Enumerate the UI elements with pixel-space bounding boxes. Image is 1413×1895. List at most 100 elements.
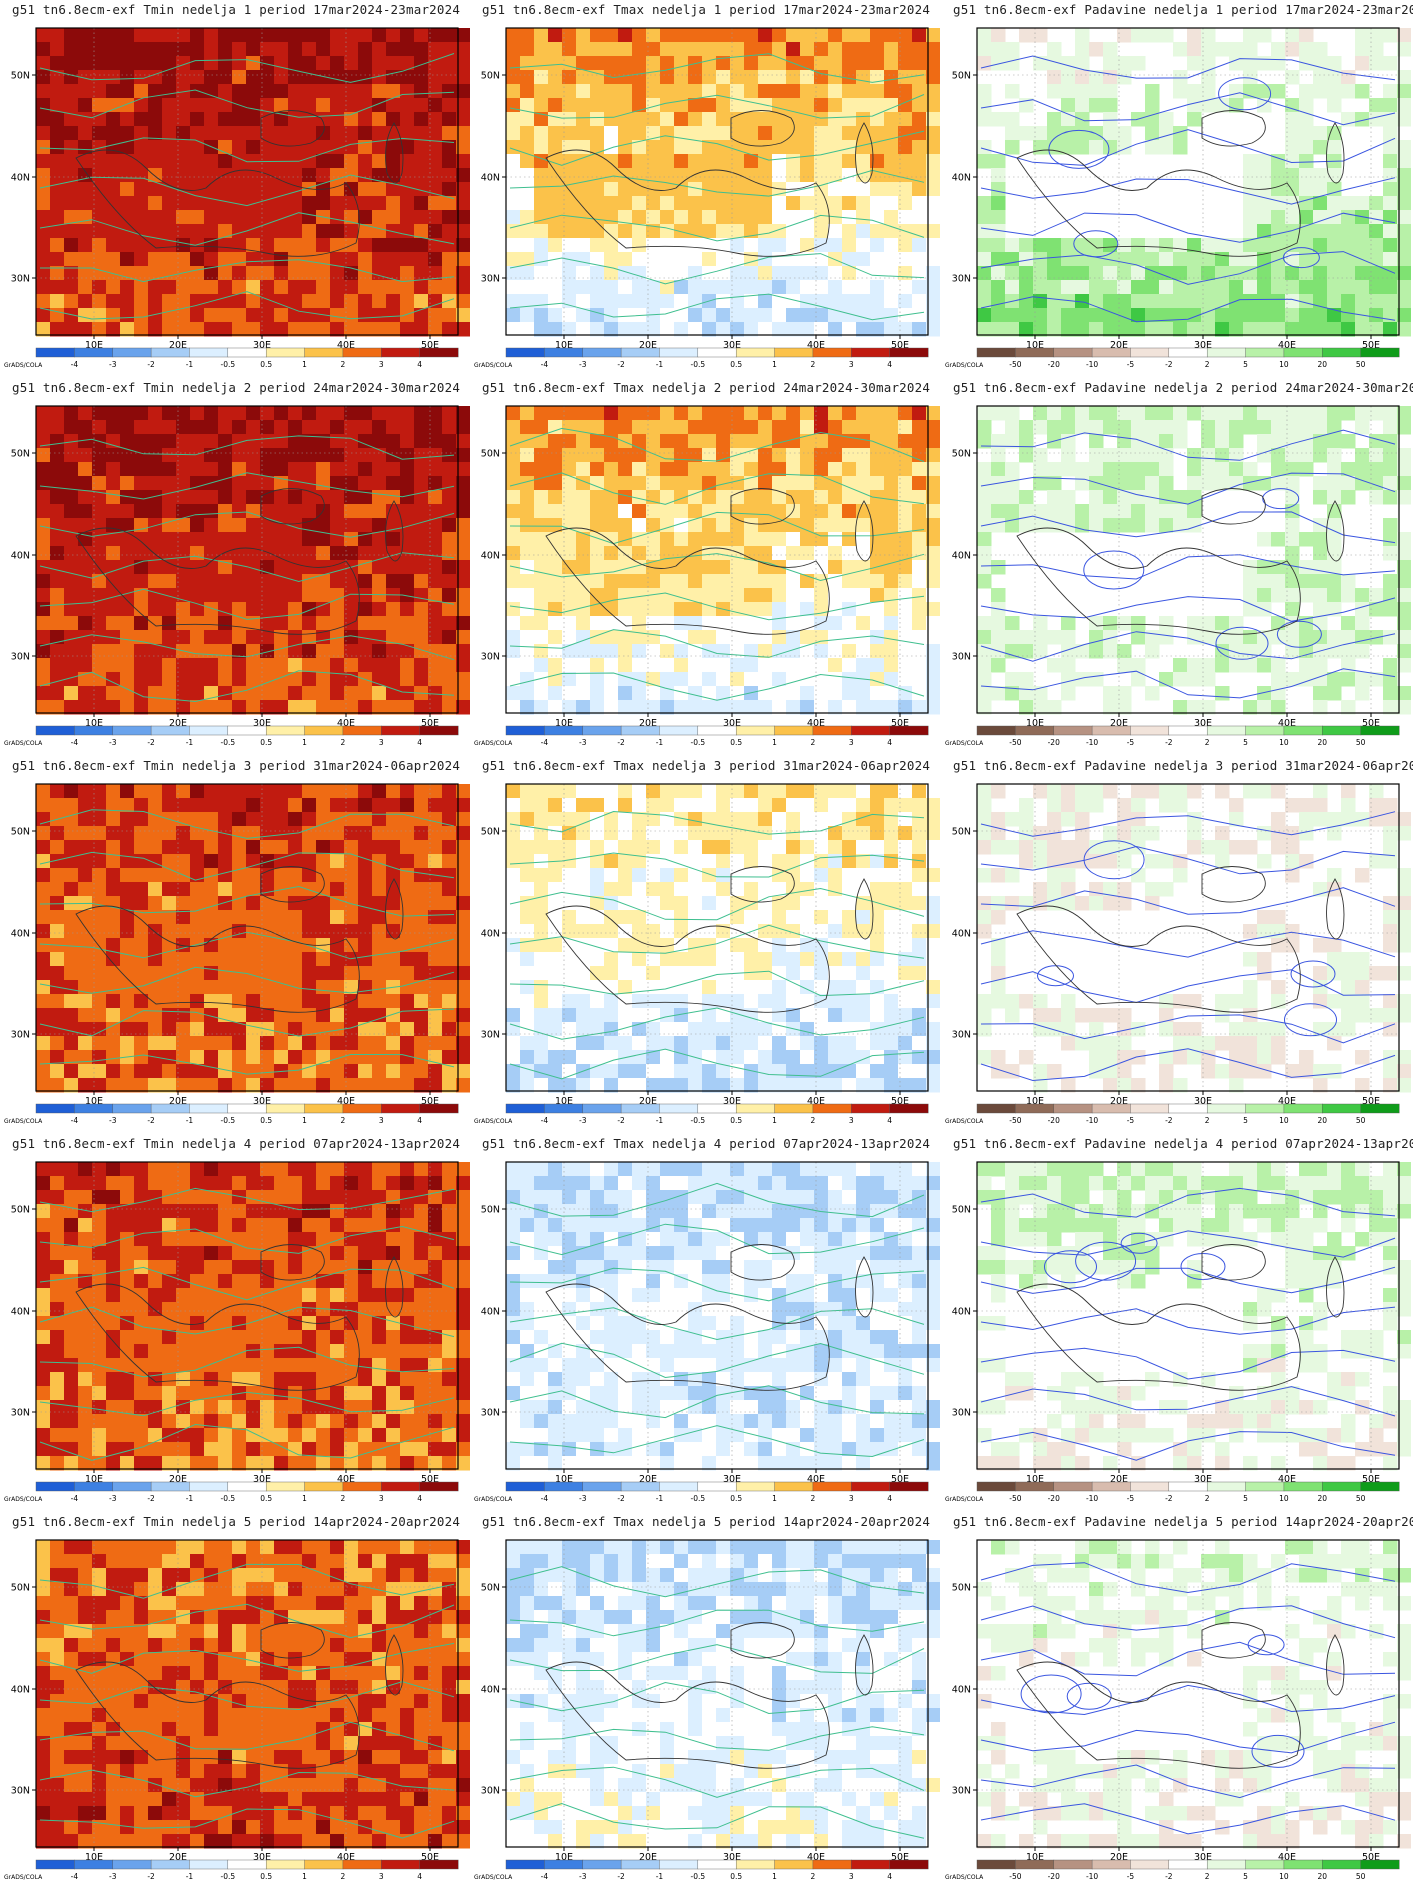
temperature-contours xyxy=(39,1563,455,1839)
colorbar-swatch xyxy=(1091,725,1131,736)
colorbar-swatch xyxy=(812,347,852,358)
colorbar-swatch xyxy=(35,347,75,358)
colorbar-swatch xyxy=(774,1103,814,1114)
lat-tick-label: 40N xyxy=(481,173,500,184)
panel-title: g51 tn6.8ecm-exf Tmax nedelja 1 period 1… xyxy=(482,2,931,17)
lat-tick-label: 30N xyxy=(952,1786,971,1797)
lon-tick-label: 50E xyxy=(891,1852,909,1863)
colorbar-swatch xyxy=(342,725,382,736)
colorbar-label: 0.5 xyxy=(730,738,742,747)
colorbar-swatch xyxy=(112,725,152,736)
colorbar-swatch xyxy=(620,1481,660,1492)
colorbar-swatch xyxy=(1130,1481,1170,1492)
graticule xyxy=(36,1162,458,1469)
colorbar-swatch xyxy=(1283,1103,1323,1114)
lon-tick-label: 10E xyxy=(1026,718,1044,729)
colorbar-label: 1 xyxy=(772,360,777,369)
colorbar-swatch xyxy=(189,1859,229,1870)
colorbar-label: -3 xyxy=(579,360,587,369)
temperature-contours xyxy=(39,435,455,703)
colorbar-label: -2 xyxy=(1165,738,1173,747)
colorbar-swatch xyxy=(419,725,459,736)
colorbar-swatch xyxy=(35,1859,75,1870)
colorbar-swatch xyxy=(889,1859,929,1870)
colorbar-swatch xyxy=(620,725,660,736)
colorbar-label: -3 xyxy=(579,1116,587,1125)
grads-credit: GrADS/COLA xyxy=(474,1496,513,1503)
colorbar-label: 10 xyxy=(1279,1494,1289,1503)
colorbar-swatch xyxy=(697,1103,737,1114)
colorbar-swatch xyxy=(1283,1859,1323,1870)
lat-tick-label: 50N xyxy=(11,1583,30,1594)
colorbar-label: 3 xyxy=(379,1116,384,1125)
lon-tick-label: 30E xyxy=(253,340,271,351)
temperature-colorbar: -4 -3 -2 -1 -0.5 0.5 1 2 3 4 GrADS/COLA xyxy=(4,1481,459,1503)
colorbar-label: -3 xyxy=(109,360,117,369)
colorbar-swatch xyxy=(851,725,891,736)
coastline xyxy=(75,1622,404,1769)
lat-tick-label: 40N xyxy=(481,551,500,562)
lat-tick-label: 50N xyxy=(952,827,971,838)
colorbar-swatch xyxy=(1245,1859,1285,1870)
colorbar-label: 20 xyxy=(1317,1494,1327,1503)
colorbar-swatch xyxy=(227,1859,267,1870)
temperature-anomaly-field xyxy=(36,406,470,715)
colorbar-swatch xyxy=(544,1481,584,1492)
precipitation-contours xyxy=(980,1562,1396,1835)
colorbar-label: 2 xyxy=(811,1494,816,1503)
colorbar-label: 10 xyxy=(1279,1116,1289,1125)
lat-tick-label: 30N xyxy=(481,274,500,285)
lon-tick-label: 50E xyxy=(1362,1096,1380,1107)
lon-tick-label: 10E xyxy=(1026,1852,1044,1863)
lon-tick-label: 20E xyxy=(1110,340,1128,351)
lon-tick-label: 20E xyxy=(169,1096,187,1107)
panel-title: g51 tn6.8ecm-exf Tmax nedelja 4 period 0… xyxy=(482,1136,931,1151)
colorbar-swatch xyxy=(265,1103,306,1114)
lon-tick-label: 50E xyxy=(421,340,439,351)
lon-tick-label: 30E xyxy=(723,1096,741,1107)
colorbar-swatch xyxy=(1360,347,1400,358)
axes: 50N 40N 30N 10E 20E 30E 40E 50E xyxy=(952,827,1380,1108)
lat-tick-label: 30N xyxy=(481,1408,500,1419)
colorbar-swatch xyxy=(1053,1103,1093,1114)
colorbar-label: 3 xyxy=(379,1494,384,1503)
graticule xyxy=(506,1540,928,1847)
colorbar-label: -5 xyxy=(1127,738,1135,747)
precipitation-anomaly-field xyxy=(977,28,1411,337)
colorbar-swatch xyxy=(582,1103,622,1114)
colorbar-label: 5 xyxy=(1243,360,1248,369)
colorbar-label: 4 xyxy=(887,1494,892,1503)
lon-tick-label: 10E xyxy=(85,1096,103,1107)
lat-tick-label: 30N xyxy=(952,1030,971,1041)
lon-tick-label: 40E xyxy=(337,1852,355,1863)
lon-tick-label: 10E xyxy=(85,1474,103,1485)
colorbar-swatch xyxy=(304,1859,344,1870)
colorbar-label: -50 xyxy=(1009,1494,1021,1503)
map-figure: 50N 40N 30N 10E 20E 30E 40E 50E -4 -3 -2 -1 -0.5 0.5 1… xyxy=(4,783,470,1125)
colorbar-swatch xyxy=(74,1859,114,1870)
lat-tick-label: 30N xyxy=(481,1030,500,1041)
temperature-contours xyxy=(509,427,925,701)
colorbar-swatch xyxy=(150,725,190,736)
temperature-anomaly-field xyxy=(36,1540,470,1849)
axes: 50N 40N 30N 10E 20E 30E 40E 50E xyxy=(481,827,909,1108)
axes: 50N 40N 30N 10E 20E 30E 40E 50E xyxy=(952,1583,1380,1864)
colorbar-swatch xyxy=(35,725,75,736)
colorbar-label: -2 xyxy=(1165,1116,1173,1125)
colorbar-label: -10 xyxy=(1086,1116,1098,1125)
axes: 50N 40N 30N 10E 20E 30E 40E 50E xyxy=(11,1583,439,1864)
colorbar-label: -2 xyxy=(1165,1872,1173,1881)
map-panel-prec-week-3: g51 tn6.8ecm-exf Padavine nedelja 3 peri… xyxy=(941,756,1413,1135)
map-panel-tmin-week-3: g51 tn6.8ecm-exf Tmin nedelja 3 period 3… xyxy=(0,756,470,1135)
lon-tick-label: 40E xyxy=(807,340,825,351)
map-panel-tmax-week-3: g51 tn6.8ecm-exf Tmax nedelja 3 period 3… xyxy=(470,756,940,1135)
map-frame xyxy=(505,1161,929,1470)
colorbar-swatch xyxy=(342,1859,382,1870)
lat-tick-label: 40N xyxy=(952,929,971,940)
grads-credit: GrADS/COLA xyxy=(4,362,43,369)
lon-tick-label: 10E xyxy=(85,1852,103,1863)
lon-tick-label: 10E xyxy=(1026,1474,1044,1485)
map-figure: 50N 40N 30N 10E 20E 30E 40E 50E -4 -3 -2 -1 -0.5 0.5 1… xyxy=(4,27,470,369)
temperature-contours xyxy=(39,809,455,1075)
temperature-anomaly-field xyxy=(36,1162,470,1471)
